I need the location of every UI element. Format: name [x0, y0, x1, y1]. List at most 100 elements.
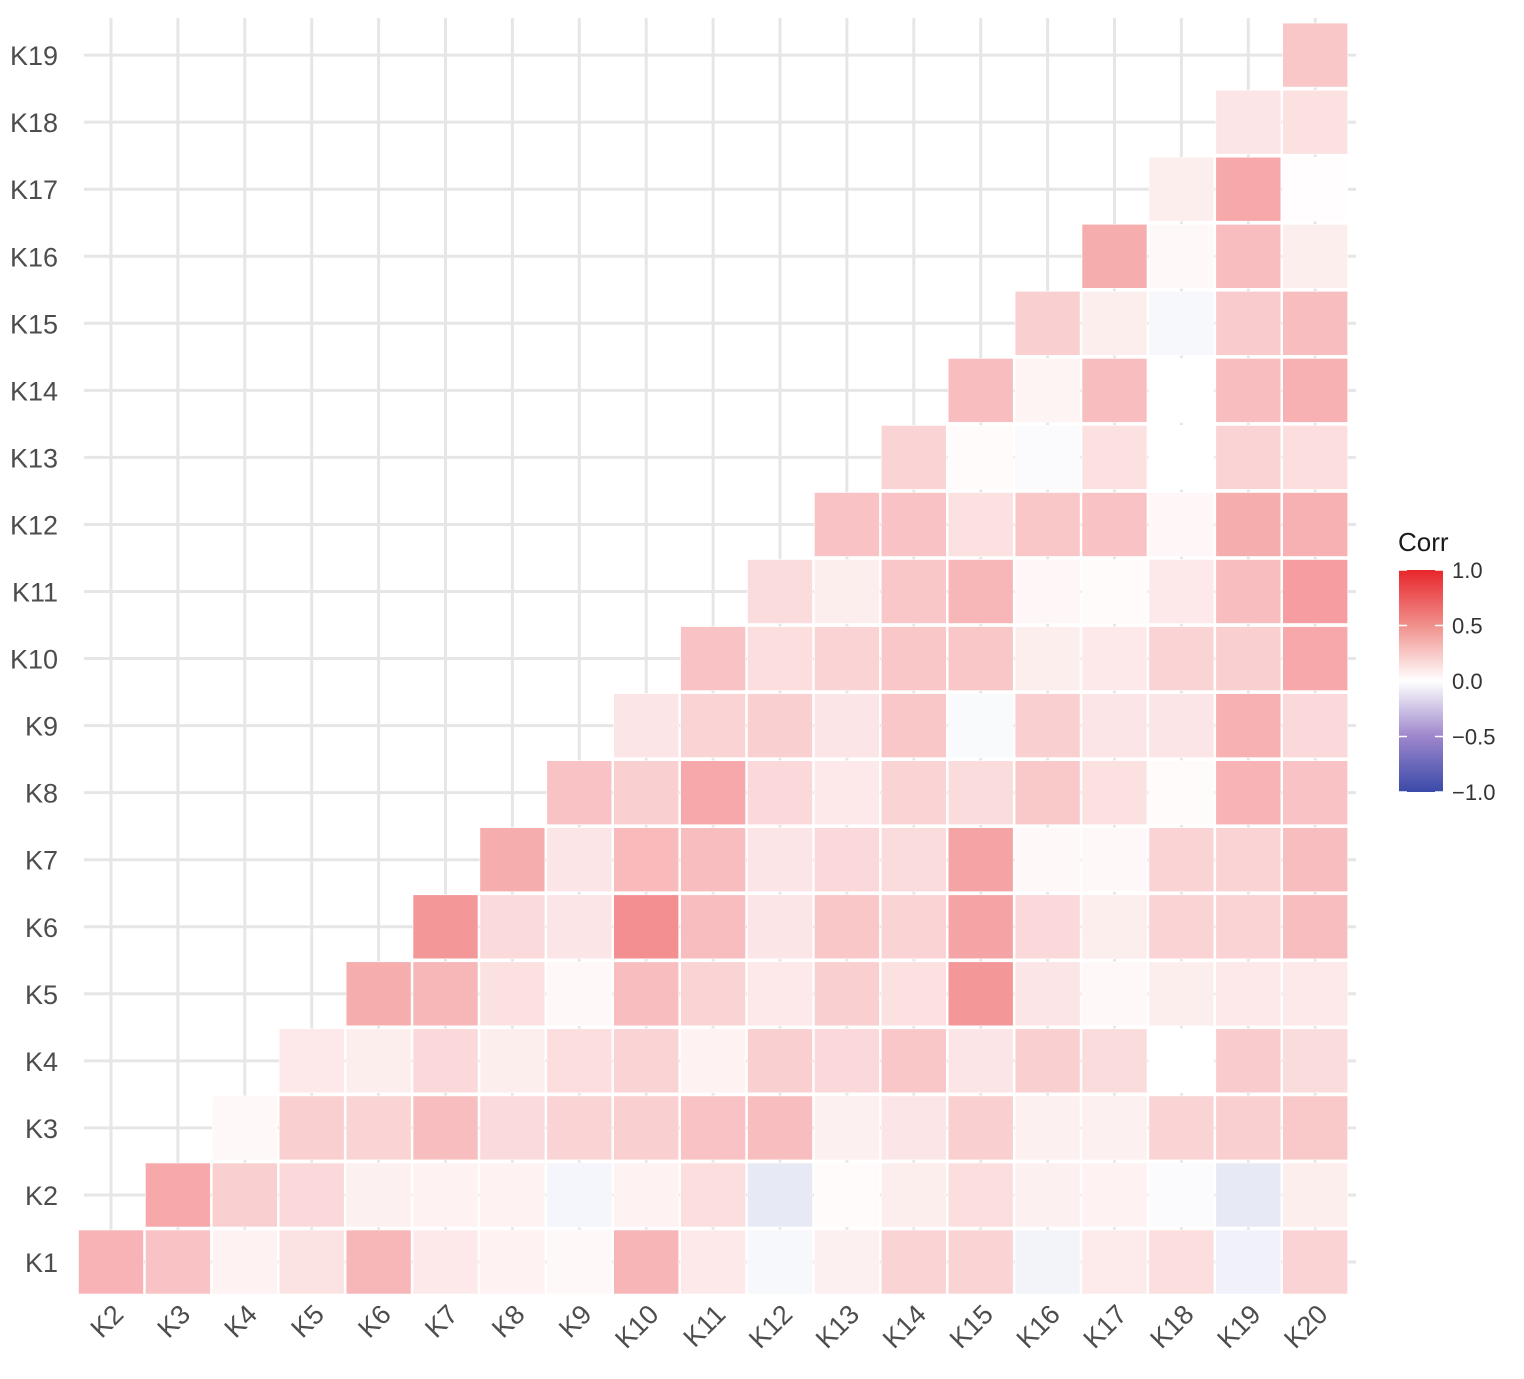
- heatmap-cell-K6-K10: [613, 894, 680, 960]
- heatmap-cell-K4-K11: [680, 1028, 746, 1094]
- heatmap-cell-K5-K17: [1081, 961, 1148, 1027]
- heatmap-cell-K6-K8: [479, 894, 546, 960]
- y-tick-label: K1: [25, 1248, 58, 1278]
- x-tick-label: K7: [419, 1299, 464, 1344]
- heatmap-cell-K1-K4: [212, 1229, 278, 1295]
- heatmap-cell-K8-K17: [1081, 760, 1148, 826]
- heatmap-cell-K6-K16: [1014, 894, 1081, 960]
- heatmap-cell-K13-K18: [1148, 425, 1215, 490]
- heatmap-cell-K11-K13: [814, 559, 880, 624]
- heatmap-cell-K17-K18: [1148, 156, 1215, 222]
- heatmap-cell-K17-K19: [1215, 156, 1282, 222]
- heatmap-cell-K2-K16: [1014, 1162, 1081, 1228]
- heatmap-cell-K16-K18: [1148, 224, 1215, 289]
- heatmap-cell-K4-K19: [1215, 1028, 1282, 1094]
- legend: Corr 1.0 0.5 0.0 −0.5 −1.0: [1398, 527, 1495, 805]
- heatmap-cell-K5-K9: [546, 961, 613, 1027]
- heatmap-cell-K5-K16: [1014, 961, 1081, 1027]
- heatmap-cell-K3-K7: [412, 1095, 479, 1161]
- heatmap-cell-K12-K18: [1148, 492, 1215, 557]
- y-tick-label: K9: [25, 712, 58, 742]
- heatmap-cell-K2-K8: [479, 1162, 546, 1228]
- heatmap-cell-K9-K20: [1282, 693, 1348, 758]
- heatmap-cell-K9-K14: [880, 693, 947, 758]
- heatmap-cell-K5-K7: [412, 961, 479, 1027]
- x-tick-label: K11: [678, 1299, 732, 1353]
- y-tick-label: K7: [25, 846, 58, 876]
- x-tick-label: K12: [743, 1299, 798, 1354]
- heatmap-cell-K4-K12: [747, 1028, 813, 1094]
- x-tick-label: K2: [85, 1299, 130, 1344]
- heatmap-cell-K10-K19: [1215, 626, 1282, 691]
- y-tick-label: K19: [10, 41, 58, 71]
- heatmap-cell-K1-K2: [78, 1229, 144, 1295]
- heatmap-cell-K3-K4: [212, 1095, 278, 1161]
- x-tick-label: K16: [1011, 1299, 1066, 1354]
- heatmap-cell-K14-K18: [1148, 358, 1215, 423]
- heatmap-cell-K8-K12: [747, 760, 813, 826]
- heatmap-cell-K1-K14: [880, 1229, 947, 1295]
- heatmap-cell-K5-K18: [1148, 961, 1215, 1027]
- heatmap-cell-K7-K19: [1215, 827, 1282, 893]
- heatmap-cell-K3-K15: [947, 1095, 1014, 1161]
- legend-label: −0.5: [1452, 725, 1495, 750]
- y-tick-label: K5: [25, 980, 58, 1010]
- heatmap-cell-K14-K17: [1081, 358, 1148, 423]
- heatmap-cell-K6-K20: [1282, 894, 1348, 960]
- x-tick-label: K8: [486, 1299, 531, 1344]
- heatmap-cell-K11-K18: [1148, 559, 1215, 624]
- heatmap-cell-K1-K6: [345, 1229, 412, 1295]
- heatmap-cell-K6-K12: [747, 894, 813, 960]
- y-tick-label: K2: [25, 1181, 58, 1211]
- heatmap-cell-K2-K15: [947, 1162, 1014, 1228]
- heatmap-cell-K7-K17: [1081, 827, 1148, 893]
- heatmap-cell-K13-K19: [1215, 425, 1282, 490]
- heatmap-cell-K1-K17: [1081, 1229, 1148, 1295]
- heatmap-cell-K11-K14: [880, 559, 947, 624]
- heatmap-cell-K4-K5: [278, 1028, 345, 1094]
- heatmap-cell-K17-K20: [1282, 156, 1348, 222]
- y-tick-label: K17: [10, 175, 58, 205]
- legend-ticks: 1.0 0.5 0.0 −0.5 −1.0: [1399, 558, 1495, 805]
- heatmap-cell-K12-K19: [1215, 492, 1282, 557]
- heatmap-cell-K1-K8: [479, 1229, 546, 1295]
- heatmap-cell-K7-K18: [1148, 827, 1215, 893]
- y-tick-label: K18: [10, 108, 58, 138]
- y-tick-label: K6: [25, 913, 58, 943]
- heatmap-cell-K2-K11: [680, 1162, 746, 1228]
- heatmap-cell-K4-K15: [947, 1028, 1014, 1094]
- heatmap-cell-K12-K13: [814, 492, 880, 557]
- heatmap-cell-K9-K16: [1014, 693, 1081, 758]
- y-tick-labels: K1 K2 K3 K4 K5 K6 K7 K8 K9 K10 K11 K12 K13 K14 K15 K16 K…: [10, 41, 58, 1278]
- heatmap-cell-K1-K12: [747, 1229, 813, 1295]
- heatmap-cell-K3-K9: [546, 1095, 613, 1161]
- heatmap-cell-K8-K9: [546, 760, 613, 826]
- heatmap-cell-K10-K13: [814, 626, 880, 691]
- legend-label: −1.0: [1452, 780, 1495, 805]
- y-tick-label: K13: [10, 443, 58, 473]
- heatmap-cell-K3-K19: [1215, 1095, 1282, 1161]
- heatmap-cell-K1-K16: [1014, 1229, 1081, 1295]
- heatmap-cell-K10-K14: [880, 626, 947, 691]
- y-tick-label: K4: [25, 1047, 58, 1077]
- heatmap-cell-K4-K16: [1014, 1028, 1081, 1094]
- heatmap-cell-K4-K20: [1282, 1028, 1348, 1094]
- x-tick-label: K6: [352, 1299, 397, 1344]
- heatmap-cell-K5-K14: [880, 961, 947, 1027]
- heatmap-cell-K7-K10: [613, 827, 680, 893]
- heatmap-cell-K1-K18: [1148, 1229, 1215, 1295]
- heatmap-cell-K3-K11: [680, 1095, 746, 1161]
- heatmap-cell-K12-K14: [880, 492, 947, 557]
- heatmap-cell-K11-K17: [1081, 559, 1148, 624]
- x-tick-label: K14: [877, 1299, 932, 1354]
- heatmap-cell-K5-K10: [613, 961, 680, 1027]
- x-tick-label: K13: [810, 1299, 865, 1354]
- heatmap-cell-K10-K11: [680, 626, 746, 691]
- heatmap-cell-K1-K3: [145, 1229, 211, 1295]
- heatmap-cell-K6-K7: [412, 894, 479, 960]
- heatmap-cell-K6-K11: [680, 894, 746, 960]
- heatmap-cell-K1-K19: [1215, 1229, 1282, 1295]
- legend-label: 1.0: [1452, 558, 1483, 583]
- heatmap-cell-K3-K17: [1081, 1095, 1148, 1161]
